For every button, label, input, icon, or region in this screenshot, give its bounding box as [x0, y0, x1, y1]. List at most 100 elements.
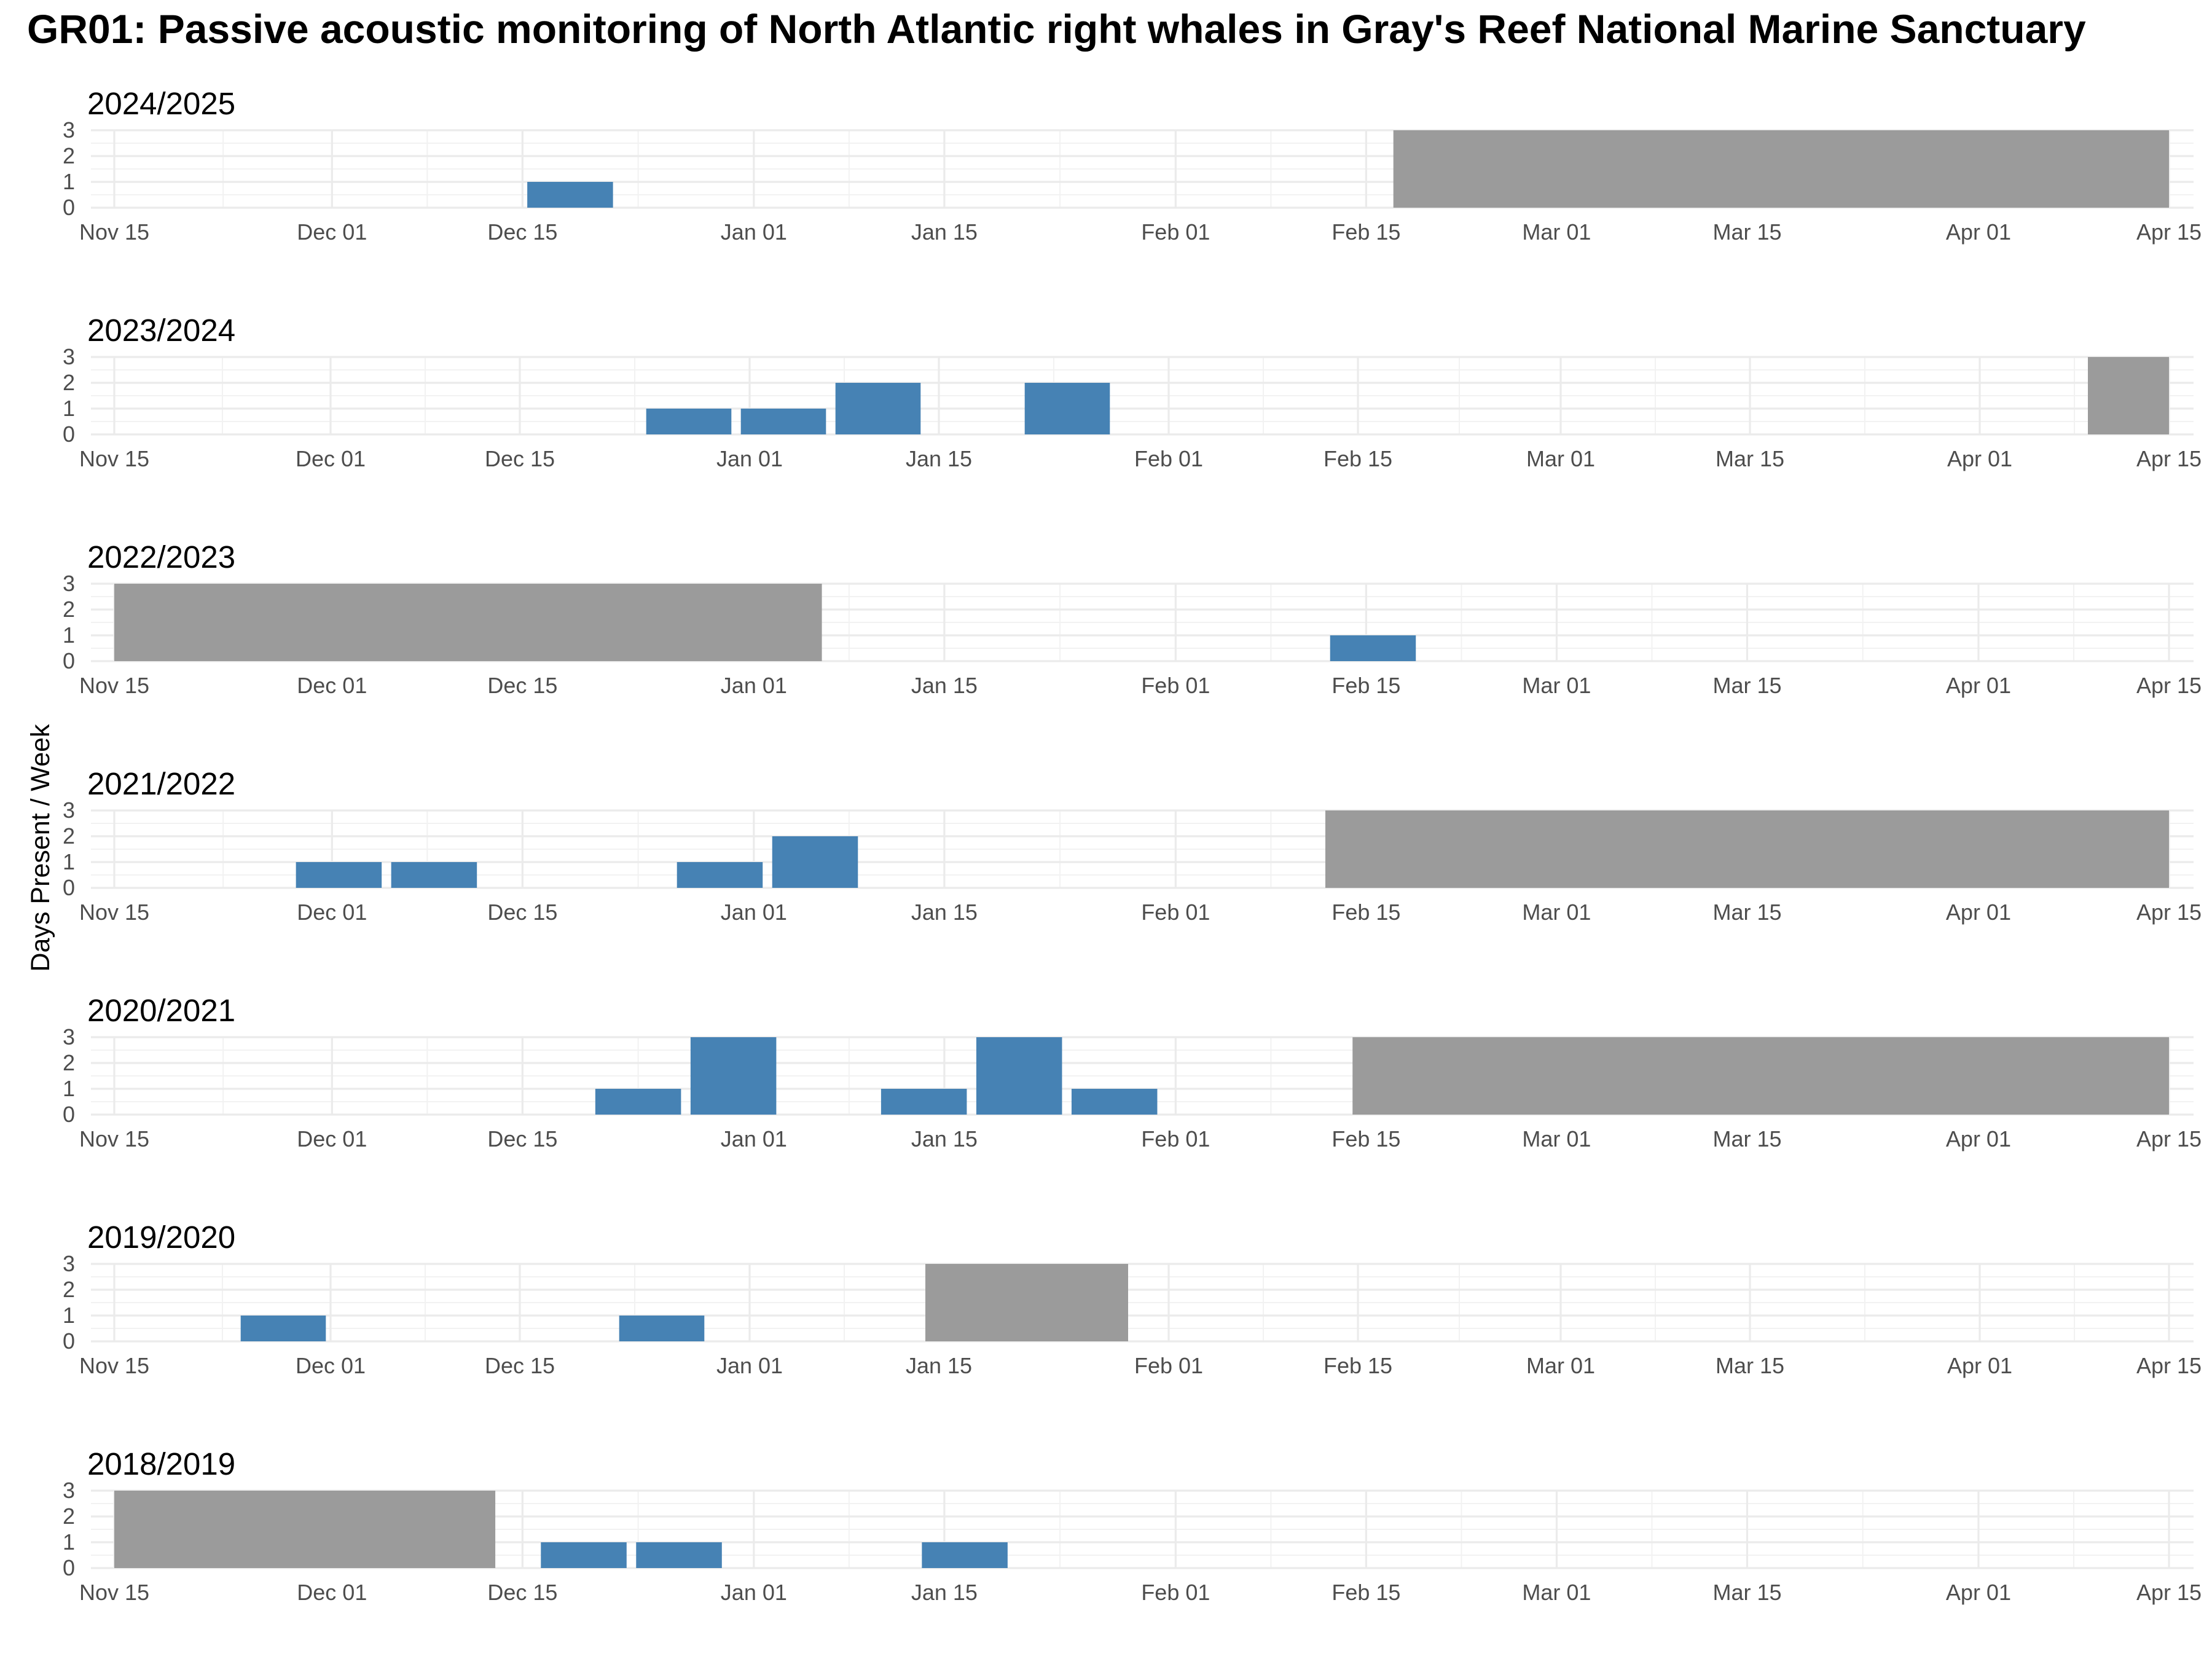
x-tick-label: Apr 15 [2136, 1353, 2202, 1378]
no-data-region [1352, 1037, 2169, 1115]
no-data-region [925, 1264, 1128, 1341]
x-tick-label: Apr 01 [1946, 900, 2011, 925]
y-tick-label: 3 [63, 571, 75, 596]
y-tick-label: 1 [63, 1529, 75, 1555]
presence-bar [619, 1316, 705, 1341]
panel-title: 2018/2019 [87, 1446, 235, 1481]
x-tick-label: Dec 01 [296, 446, 366, 471]
x-tick-label: Feb 15 [1324, 446, 1392, 471]
presence-bar [740, 409, 826, 434]
y-tick-label: 2 [63, 823, 75, 849]
x-tick-label: Feb 15 [1332, 673, 1400, 698]
x-tick-label: Feb 15 [1332, 1126, 1400, 1151]
y-tick-label: 2 [63, 1277, 75, 1302]
presence-bar [835, 383, 921, 434]
x-tick-label: Dec 01 [297, 219, 367, 245]
x-tick-label: Jan 01 [716, 446, 783, 471]
y-tick-label: 2 [63, 1050, 75, 1075]
y-tick-label: 1 [63, 1076, 75, 1101]
x-tick-label: Dec 15 [487, 219, 557, 245]
x-tick-label: Nov 15 [79, 219, 149, 245]
x-tick-label: Mar 01 [1522, 673, 1591, 698]
x-tick-label: Nov 15 [79, 446, 149, 471]
x-tick-label: Apr 01 [1947, 1353, 2012, 1378]
x-tick-label: Apr 15 [2136, 219, 2202, 245]
panel-title: 2024/2025 [87, 86, 235, 121]
x-tick-label: Mar 01 [1522, 1580, 1591, 1605]
panel-title: 2022/2023 [87, 539, 235, 575]
y-tick-label: 1 [63, 396, 75, 421]
y-tick-label: 0 [63, 875, 75, 900]
x-tick-label: Dec 01 [297, 673, 367, 698]
x-tick-label: Jan 15 [911, 219, 978, 245]
x-tick-label: Mar 01 [1526, 1353, 1595, 1378]
y-tick-label: 3 [63, 1478, 75, 1503]
x-tick-label: Nov 15 [79, 1353, 149, 1378]
x-tick-label: Apr 01 [1946, 1580, 2011, 1605]
x-tick-label: Jan 15 [911, 900, 978, 925]
y-tick-label: 1 [63, 849, 75, 874]
x-tick-label: Nov 15 [79, 1580, 149, 1605]
y-tick-label: 3 [63, 798, 75, 823]
presence-bar [595, 1089, 681, 1115]
y-tick-label: 3 [63, 117, 75, 143]
y-tick-label: 2 [63, 1504, 75, 1529]
panel-title: 2020/2021 [87, 993, 235, 1028]
x-tick-label: Dec 15 [487, 673, 557, 698]
x-tick-label: Mar 15 [1712, 1580, 1781, 1605]
y-tick-label: 1 [63, 1303, 75, 1328]
presence-bar [690, 1037, 777, 1115]
x-tick-label: Feb 01 [1141, 900, 1210, 925]
x-tick-label: Feb 01 [1141, 1126, 1210, 1151]
y-tick-label: 0 [63, 1102, 75, 1127]
y-tick-label: 0 [63, 422, 75, 447]
x-tick-label: Dec 01 [297, 900, 367, 925]
x-tick-label: Mar 15 [1712, 219, 1781, 245]
x-tick-label: Apr 01 [1947, 446, 2012, 471]
presence-bar [880, 1089, 967, 1115]
presence-bar [391, 862, 477, 888]
presence-bar [922, 1542, 1008, 1568]
x-tick-label: Mar 15 [1712, 673, 1781, 698]
x-tick-label: Jan 01 [716, 1353, 783, 1378]
x-tick-label: Mar 15 [1712, 1126, 1781, 1151]
no-data-region [1393, 130, 2169, 208]
x-tick-label: Jan 01 [721, 673, 787, 698]
x-tick-label: Apr 01 [1946, 1126, 2011, 1151]
x-tick-label: Mar 01 [1526, 446, 1595, 471]
no-data-region [114, 1491, 496, 1568]
panel-title: 2023/2024 [87, 313, 235, 348]
y-tick-label: 0 [63, 1555, 75, 1580]
x-tick-label: Dec 15 [487, 900, 557, 925]
panel-title: 2021/2022 [87, 766, 235, 801]
no-data-region [1325, 810, 2169, 888]
x-tick-label: Dec 15 [485, 1353, 555, 1378]
x-tick-label: Dec 15 [485, 446, 555, 471]
y-tick-label: 2 [63, 143, 75, 168]
x-tick-label: Jan 01 [721, 1126, 787, 1151]
presence-bar [636, 1542, 722, 1568]
x-tick-label: Nov 15 [79, 900, 149, 925]
x-tick-label: Feb 01 [1141, 673, 1210, 698]
x-tick-label: Mar 01 [1522, 1126, 1591, 1151]
x-tick-label: Apr 15 [2136, 1580, 2202, 1605]
presence-bar [772, 836, 858, 888]
y-tick-label: 3 [63, 1251, 75, 1276]
presence-bar [646, 409, 732, 434]
presence-bar [976, 1037, 1062, 1115]
x-tick-label: Apr 15 [2136, 673, 2202, 698]
x-tick-label: Jan 15 [911, 1126, 978, 1151]
x-tick-label: Feb 15 [1332, 219, 1400, 245]
x-tick-label: Dec 15 [487, 1126, 557, 1151]
x-tick-label: Nov 15 [79, 1126, 149, 1151]
y-tick-label: 3 [63, 1024, 75, 1049]
x-tick-label: Apr 15 [2136, 1126, 2202, 1151]
x-tick-label: Jan 01 [721, 900, 787, 925]
